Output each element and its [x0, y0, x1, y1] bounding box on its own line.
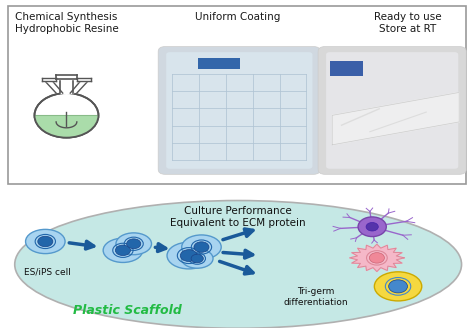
Polygon shape — [70, 81, 88, 93]
FancyBboxPatch shape — [330, 61, 363, 76]
Text: Culture Performance
Equivalent to ECM protein: Culture Performance Equivalent to ECM pr… — [170, 206, 306, 228]
Circle shape — [389, 280, 408, 293]
Circle shape — [366, 222, 378, 231]
FancyBboxPatch shape — [326, 52, 458, 169]
Text: Chemical Synthesis
Hydrophobic Resine: Chemical Synthesis Hydrophobic Resine — [15, 12, 118, 34]
Ellipse shape — [374, 272, 422, 301]
Polygon shape — [77, 78, 91, 81]
Text: Plastic Scaffold: Plastic Scaffold — [73, 304, 182, 317]
FancyBboxPatch shape — [198, 58, 240, 69]
Ellipse shape — [15, 201, 462, 328]
Polygon shape — [45, 81, 63, 93]
Circle shape — [180, 250, 197, 262]
Polygon shape — [56, 75, 77, 79]
Ellipse shape — [116, 233, 152, 255]
Text: Tri-germ
differentiation: Tri-germ differentiation — [283, 287, 348, 307]
Ellipse shape — [103, 238, 143, 263]
Circle shape — [38, 236, 53, 247]
Circle shape — [127, 239, 141, 249]
Bar — [8, 6, 466, 184]
Text: ES/iPS cell: ES/iPS cell — [24, 268, 71, 277]
Text: Uniform Coating: Uniform Coating — [195, 12, 281, 22]
Circle shape — [194, 242, 209, 252]
Ellipse shape — [182, 249, 213, 268]
Circle shape — [369, 253, 384, 263]
FancyBboxPatch shape — [318, 47, 466, 174]
Ellipse shape — [182, 235, 221, 259]
Polygon shape — [42, 78, 55, 81]
Circle shape — [115, 245, 130, 256]
Text: Ready to use
Store at RT: Ready to use Store at RT — [374, 12, 441, 34]
FancyBboxPatch shape — [158, 47, 320, 174]
Circle shape — [191, 254, 203, 263]
Circle shape — [35, 93, 99, 138]
Ellipse shape — [167, 242, 210, 269]
FancyBboxPatch shape — [166, 52, 312, 169]
Circle shape — [358, 217, 386, 237]
Polygon shape — [332, 92, 459, 145]
Ellipse shape — [26, 229, 65, 254]
Wedge shape — [35, 115, 99, 138]
Polygon shape — [350, 244, 404, 271]
